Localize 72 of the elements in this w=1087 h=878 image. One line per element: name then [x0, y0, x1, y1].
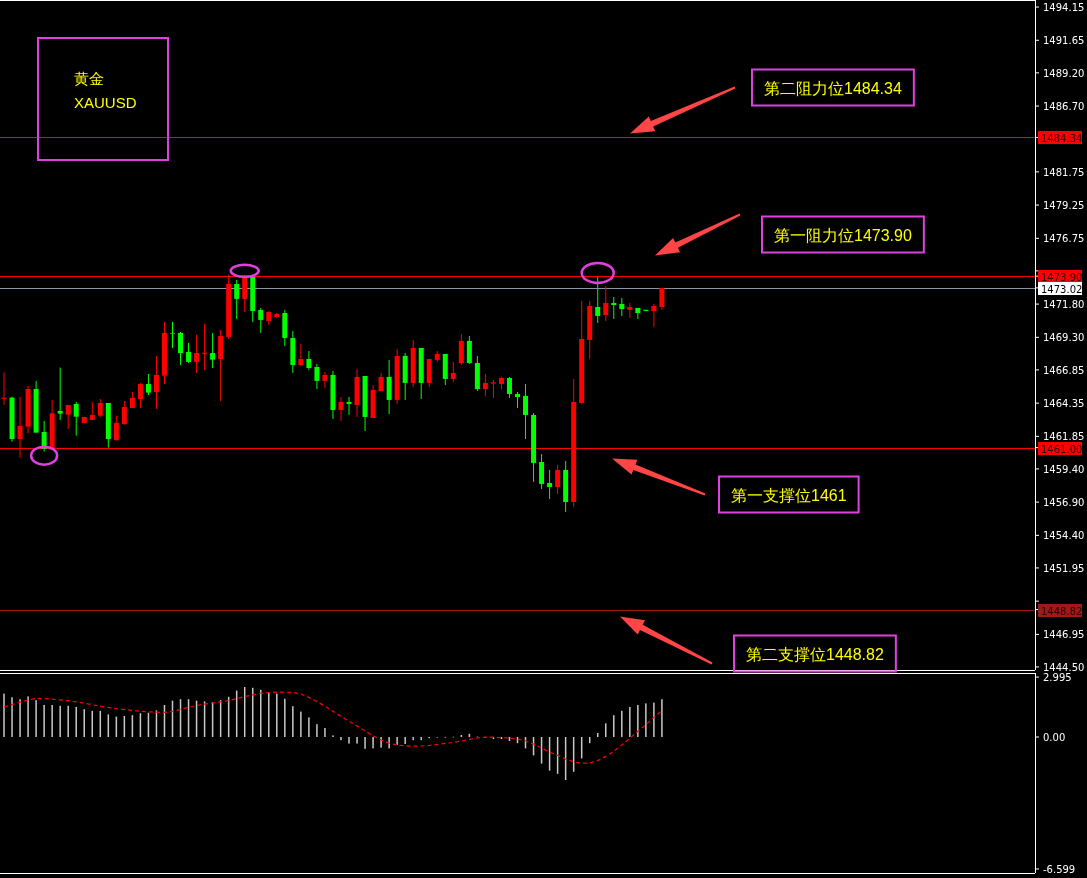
- line-series: [3, 691, 663, 764]
- candlestick: [338, 396, 344, 422]
- y-tick-label: 1446.95: [1043, 629, 1085, 641]
- candlestick: [611, 296, 617, 320]
- candlestick: [218, 329, 224, 402]
- candlestick: [547, 469, 553, 500]
- y-tick-label: 0.00: [1043, 732, 1066, 743]
- candlestick: [137, 382, 143, 409]
- candlestick: [178, 331, 184, 366]
- candlestick: [506, 376, 512, 399]
- annotation: XAUUSD: [74, 94, 137, 111]
- y-tick-label: 1473.02: [1041, 283, 1083, 295]
- candlestick: [426, 358, 432, 388]
- candlestick: [595, 276, 601, 324]
- y-tick-label: 1491.65: [1043, 35, 1085, 47]
- y-tick-label: 1489.20: [1043, 67, 1085, 79]
- candlestick: [121, 400, 127, 426]
- candlestick: [210, 332, 216, 369]
- candlestick: [73, 401, 79, 437]
- candlestick: [170, 321, 175, 349]
- ref-line-label: 第一支撑位1461: [731, 486, 847, 504]
- candlestick: [186, 342, 192, 364]
- candlestick: [539, 453, 545, 490]
- ref-line-label: 第二支撑位1448.82: [746, 645, 884, 663]
- y-tick-label: 1494.15: [1043, 2, 1085, 14]
- candlestick: [258, 307, 264, 334]
- y-tick-label: 1464.35: [1043, 398, 1085, 410]
- candlestick: [346, 396, 352, 416]
- candlestick: [242, 274, 248, 313]
- y-tick-label: 1448.82: [1041, 605, 1083, 617]
- candlestick: [234, 279, 240, 320]
- annotation: 黄金: [74, 70, 104, 87]
- candlestick: [298, 343, 304, 367]
- candlestick: [314, 363, 320, 390]
- y-tick-label: 1481.75: [1043, 166, 1085, 178]
- candlestick: [65, 404, 71, 430]
- candlestick: [57, 367, 63, 421]
- candlestick: [458, 333, 464, 366]
- y-tick-label: 1461.00: [1041, 443, 1083, 455]
- candlestick: [306, 350, 312, 371]
- y-tick-label: 1476.75: [1043, 233, 1085, 245]
- y-tick-label: 1471.80: [1043, 299, 1085, 311]
- y-tick-label: 1484.34: [1041, 132, 1083, 144]
- y-tick-label: 1451.95: [1043, 562, 1085, 574]
- candlestick: [523, 383, 529, 440]
- candlestick: [603, 285, 609, 322]
- candlestick: [466, 335, 472, 365]
- y-tick-label: 1456.90: [1043, 497, 1085, 509]
- candlestick: [450, 361, 456, 383]
- candlestick: [555, 464, 561, 495]
- y-tick-label: 1473.90: [1041, 271, 1083, 283]
- y-tick-label: 1469.30: [1043, 332, 1085, 344]
- y-tick-label: 1444.50: [1043, 661, 1085, 673]
- candlestick: [113, 415, 119, 442]
- candlestick: [153, 355, 159, 410]
- candlestick: [194, 334, 200, 374]
- candlestick: [386, 359, 392, 415]
- candlestick: [322, 371, 328, 389]
- candlestick: [97, 398, 103, 418]
- y-tick-label: 1479.25: [1043, 200, 1085, 212]
- candlestick: [145, 373, 151, 396]
- ref-line-label: 第一阻力位1473.90: [774, 226, 912, 244]
- candlestick: [651, 303, 657, 328]
- y-tick-label: 1459.40: [1043, 463, 1085, 475]
- ref-line-label: 第二阻力位1484.34: [764, 79, 902, 97]
- y-tick-label: -6.599: [1043, 863, 1076, 875]
- y-tick-label: 1461.85: [1043, 431, 1085, 443]
- y-tick-label: 1486.70: [1043, 101, 1085, 113]
- y-tick-label: 2.995: [1043, 672, 1072, 684]
- candlestick: [482, 373, 488, 397]
- y-tick-label: 1454.40: [1043, 530, 1085, 542]
- y-tick-label: 1466.85: [1043, 364, 1085, 376]
